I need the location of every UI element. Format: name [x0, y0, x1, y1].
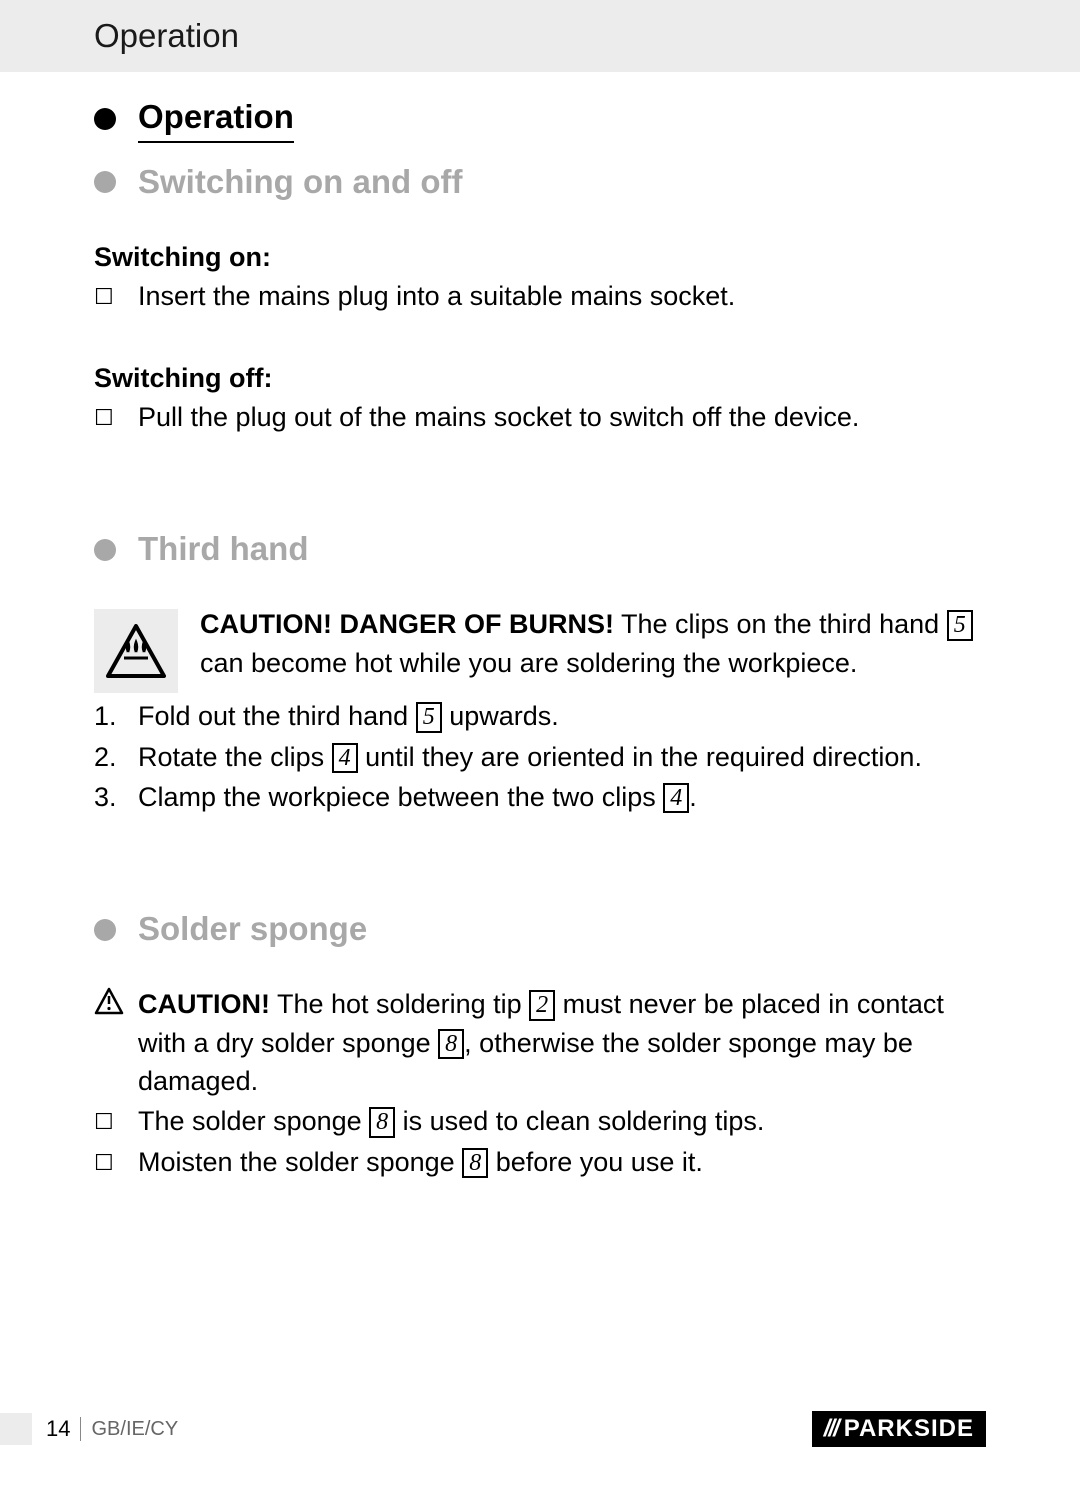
caution-row: CAUTION! The hot soldering tip 2 must ne…: [94, 985, 986, 1100]
page-content: Operation Switching on and off Switching…: [0, 72, 1080, 1181]
step-number: 1.: [94, 697, 138, 735]
step-text: Fold out the third hand 5 upwards.: [138, 697, 986, 735]
ref-number: 5: [416, 702, 442, 732]
hot-surface-icon: [94, 609, 178, 693]
heading-solder-sponge: Solder sponge: [138, 908, 367, 951]
bullet-icon: [94, 919, 116, 941]
list-item: ☐ Moisten the solder sponge 8 before you…: [94, 1143, 986, 1181]
caution-part: The clips on the third hand: [614, 609, 947, 639]
section-third-hand: Third hand: [94, 528, 986, 571]
caution-bold: CAUTION!: [138, 989, 270, 1019]
heading-switching: Switching on and off: [138, 161, 462, 204]
caution-text: CAUTION! DANGER OF BURNS! The clips on t…: [200, 605, 986, 682]
section-switching: Switching on and off: [94, 161, 986, 204]
third-hand-steps: 1. Fold out the third hand 5 upwards. 2.…: [94, 697, 986, 816]
checkbox-marker: ☐: [94, 277, 138, 315]
checkbox-marker: ☐: [94, 1143, 138, 1181]
caution-text: CAUTION! The hot soldering tip 2 must ne…: [138, 985, 986, 1100]
heading-operation: Operation: [138, 96, 294, 143]
header-title: Operation: [94, 17, 239, 55]
footer: 14 GB/IE/CY /// PARKSIDE: [0, 1411, 1080, 1447]
brand-stripes-icon: ///: [824, 1415, 838, 1443]
bullet-icon: [94, 108, 116, 130]
footer-left: 14 GB/IE/CY: [0, 1413, 178, 1445]
switching-on-list: ☐ Insert the mains plug into a suitable …: [94, 277, 986, 315]
subheading-switching-off: Switching off:: [94, 363, 986, 394]
bullet-icon: [94, 539, 116, 561]
step-item: 1. Fold out the third hand 5 upwards.: [94, 697, 986, 735]
list-text: The solder sponge 8 is used to clean sol…: [138, 1102, 986, 1140]
caution-part: can become hot while you are soldering t…: [200, 648, 857, 678]
solder-sponge-body: CAUTION! The hot soldering tip 2 must ne…: [94, 985, 986, 1181]
brand-name: PARKSIDE: [844, 1415, 974, 1443]
checkbox-marker: ☐: [94, 1102, 138, 1140]
list-text: Insert the mains plug into a suitable ma…: [138, 277, 986, 315]
ref-number: 4: [663, 783, 689, 813]
ref-number: 2: [529, 990, 555, 1020]
ref-number: 8: [369, 1107, 395, 1137]
checkbox-marker: ☐: [94, 398, 138, 436]
list-item: ☐ The solder sponge 8 is used to clean s…: [94, 1102, 986, 1140]
page-number: 14: [46, 1416, 70, 1442]
caution-burns: CAUTION! DANGER OF BURNS! The clips on t…: [94, 605, 986, 693]
heading-third-hand: Third hand: [138, 528, 308, 571]
step-number: 3.: [94, 778, 138, 816]
section-operation: Operation: [94, 96, 986, 143]
warning-icon: [94, 985, 138, 1100]
step-number: 2.: [94, 738, 138, 776]
step-text: Rotate the clips 4 until they are orient…: [138, 738, 986, 776]
step-item: 2. Rotate the clips 4 until they are ori…: [94, 738, 986, 776]
bullet-icon: [94, 171, 116, 193]
switching-off-list: ☐ Pull the plug out of the mains socket …: [94, 398, 986, 436]
list-item: ☐ Pull the plug out of the mains socket …: [94, 398, 986, 436]
footer-block-icon: [0, 1413, 32, 1445]
ref-number: 4: [332, 743, 358, 773]
list-text: Moisten the solder sponge 8 before you u…: [138, 1143, 986, 1181]
list-text: Pull the plug out of the mains socket to…: [138, 398, 986, 436]
caution-bold: CAUTION! DANGER OF BURNS!: [200, 609, 614, 639]
section-solder-sponge: Solder sponge: [94, 908, 986, 951]
ref-number: 8: [438, 1029, 464, 1059]
step-item: 3. Clamp the workpiece between the two c…: [94, 778, 986, 816]
footer-locale: GB/IE/CY: [91, 1418, 178, 1441]
footer-separator: [80, 1417, 81, 1441]
brand-badge: /// PARKSIDE: [812, 1411, 986, 1447]
ref-number: 5: [947, 610, 973, 640]
step-text: Clamp the workpiece between the two clip…: [138, 778, 986, 816]
list-item: ☐ Insert the mains plug into a suitable …: [94, 277, 986, 315]
subheading-switching-on: Switching on:: [94, 242, 986, 273]
header-bar: Operation: [0, 0, 1080, 72]
ref-number: 8: [462, 1148, 488, 1178]
